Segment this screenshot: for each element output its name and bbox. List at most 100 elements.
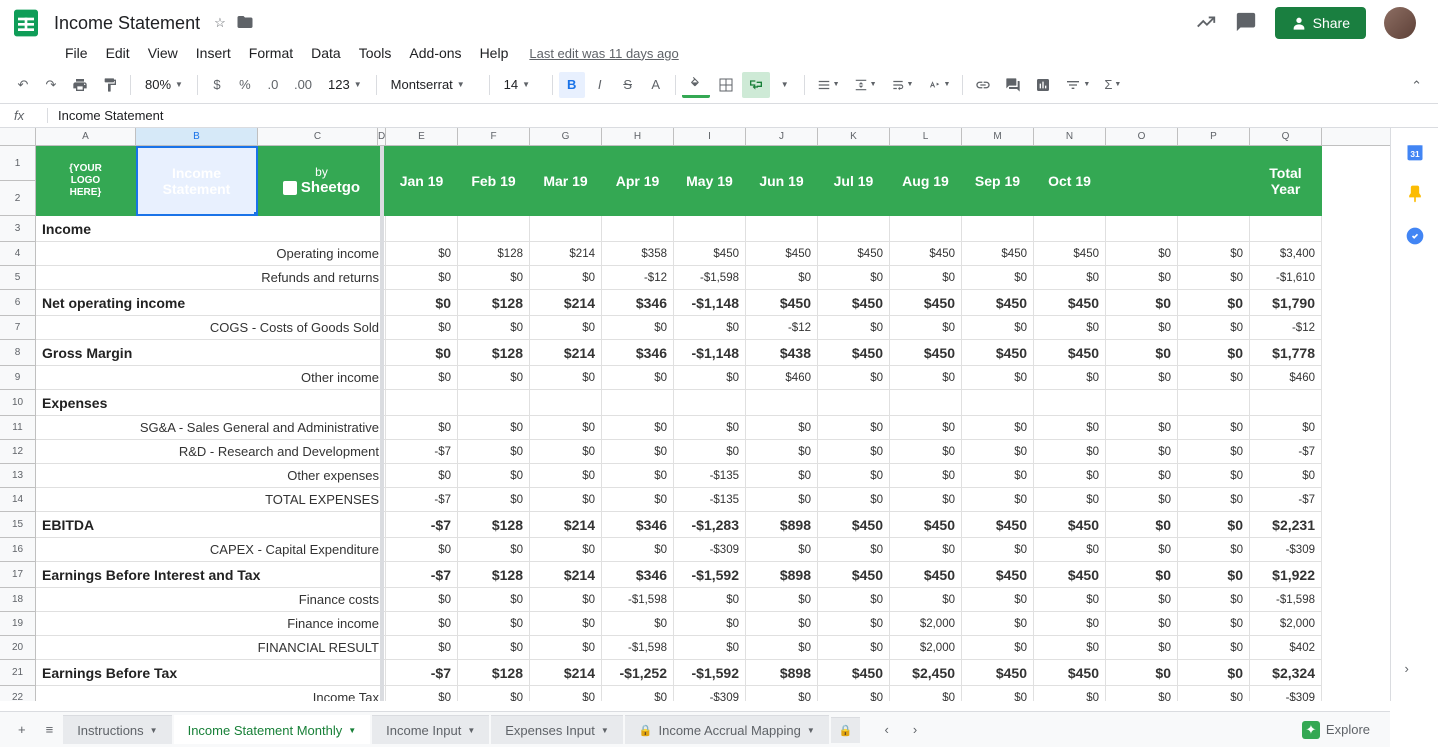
value-cell[interactable]: $0: [1106, 488, 1178, 512]
empty-cell[interactable]: [1106, 390, 1178, 416]
menu-edit[interactable]: Edit: [99, 41, 137, 65]
menu-data[interactable]: Data: [304, 41, 348, 65]
value-cell[interactable]: $0: [962, 538, 1034, 562]
value-cell[interactable]: $0: [962, 266, 1034, 290]
value-cell[interactable]: $0: [674, 636, 746, 660]
empty-cell[interactable]: [602, 216, 674, 242]
row-header[interactable]: 19: [0, 612, 36, 636]
value-cell[interactable]: $0: [1106, 290, 1178, 316]
value-cell[interactable]: -$1,283: [674, 512, 746, 538]
value-cell[interactable]: $214: [530, 340, 602, 366]
row-header[interactable]: 4: [0, 242, 36, 266]
col-header-M[interactable]: M: [962, 128, 1034, 145]
value-cell[interactable]: $0: [602, 488, 674, 512]
value-cell[interactable]: $0: [386, 464, 458, 488]
value-cell[interactable]: $0: [602, 538, 674, 562]
tab-scroll-left-icon[interactable]: ‹: [874, 716, 898, 743]
filter-icon[interactable]: ▼: [1059, 72, 1096, 98]
value-cell[interactable]: $0: [1178, 512, 1250, 538]
value-cell[interactable]: $0: [962, 416, 1034, 440]
value-cell[interactable]: $898: [746, 660, 818, 686]
insert-link-icon[interactable]: [969, 72, 997, 98]
value-cell[interactable]: $0: [458, 366, 530, 390]
value-cell[interactable]: $450: [962, 290, 1034, 316]
value-cell[interactable]: $0: [962, 612, 1034, 636]
row-header[interactable]: 21: [0, 660, 36, 686]
col-header-E[interactable]: E: [386, 128, 458, 145]
value-cell[interactable]: $0: [1034, 686, 1106, 701]
value-cell[interactable]: -$309: [674, 538, 746, 562]
month-header[interactable]: Apr 19: [602, 146, 674, 216]
empty-cell[interactable]: [818, 216, 890, 242]
empty-cell[interactable]: [1178, 390, 1250, 416]
value-cell[interactable]: $0: [962, 440, 1034, 464]
explore-button[interactable]: ✦ Explore: [1302, 721, 1382, 739]
show-side-panel-icon[interactable]: ›: [1405, 661, 1425, 681]
value-cell[interactable]: $0: [1250, 464, 1322, 488]
value-cell[interactable]: $0: [602, 416, 674, 440]
value-cell[interactable]: $0: [458, 612, 530, 636]
value-cell[interactable]: $0: [530, 636, 602, 660]
value-cell[interactable]: $450: [746, 242, 818, 266]
sheet-tab[interactable]: Instructions▼: [63, 715, 171, 744]
row-label[interactable]: TOTAL EXPENSES: [36, 488, 386, 512]
value-cell[interactable]: $0: [1106, 316, 1178, 340]
comments-icon[interactable]: [1235, 11, 1257, 36]
month-header[interactable]: Jul 19: [818, 146, 890, 216]
row-header[interactable]: 17: [0, 562, 36, 588]
value-cell[interactable]: $438: [746, 340, 818, 366]
row-label[interactable]: Earnings Before Tax: [36, 660, 386, 686]
value-cell[interactable]: $0: [746, 538, 818, 562]
value-cell[interactable]: $1,790: [1250, 290, 1322, 316]
value-cell[interactable]: $0: [962, 686, 1034, 701]
col-header-P[interactable]: P: [1178, 128, 1250, 145]
month-header[interactable]: Jun 19: [746, 146, 818, 216]
row-label[interactable]: Finance income: [36, 612, 386, 636]
row-header[interactable]: 1: [0, 146, 36, 181]
row-label[interactable]: R&D - Research and Development: [36, 440, 386, 464]
value-cell[interactable]: $0: [386, 538, 458, 562]
value-cell[interactable]: $0: [962, 636, 1034, 660]
value-cell[interactable]: $0: [818, 538, 890, 562]
value-cell[interactable]: -$1,598: [1250, 588, 1322, 612]
value-cell[interactable]: $214: [530, 242, 602, 266]
empty-cell[interactable]: [674, 216, 746, 242]
value-cell[interactable]: -$7: [386, 488, 458, 512]
value-cell[interactable]: $0: [746, 464, 818, 488]
value-cell[interactable]: -$1,252: [602, 660, 674, 686]
value-cell[interactable]: $450: [818, 290, 890, 316]
value-cell[interactable]: -$1,598: [602, 588, 674, 612]
value-cell[interactable]: $0: [1178, 538, 1250, 562]
value-cell[interactable]: $0: [458, 266, 530, 290]
row-label[interactable]: CAPEX - Capital Expenditure: [36, 538, 386, 562]
value-cell[interactable]: $346: [602, 340, 674, 366]
chevron-down-icon[interactable]: ▼: [150, 726, 158, 735]
row-label[interactable]: Gross Margin: [36, 340, 386, 366]
value-cell[interactable]: $0: [746, 686, 818, 701]
value-cell[interactable]: $0: [530, 588, 602, 612]
row-header[interactable]: 6: [0, 290, 36, 316]
row-header[interactable]: 15: [0, 512, 36, 538]
empty-cell[interactable]: [1034, 390, 1106, 416]
value-cell[interactable]: $450: [962, 242, 1034, 266]
value-cell[interactable]: -$7: [386, 562, 458, 588]
value-cell[interactable]: $0: [1106, 416, 1178, 440]
value-cell[interactable]: $0: [890, 686, 962, 701]
empty-cell[interactable]: [1250, 390, 1322, 416]
value-cell[interactable]: $0: [458, 538, 530, 562]
value-cell[interactable]: $2,231: [1250, 512, 1322, 538]
value-cell[interactable]: $0: [1106, 266, 1178, 290]
fill-color-button[interactable]: [682, 72, 710, 98]
row-label[interactable]: EBITDA: [36, 512, 386, 538]
menu-file[interactable]: File: [58, 41, 95, 65]
value-cell[interactable]: $0: [818, 488, 890, 512]
value-cell[interactable]: $450: [1034, 290, 1106, 316]
value-cell[interactable]: $0: [530, 612, 602, 636]
value-cell[interactable]: $0: [1034, 266, 1106, 290]
value-cell[interactable]: $450: [674, 242, 746, 266]
value-cell[interactable]: -$1,592: [674, 562, 746, 588]
empty-cell[interactable]: [890, 390, 962, 416]
value-cell[interactable]: -$1,592: [674, 660, 746, 686]
value-cell[interactable]: $128: [458, 340, 530, 366]
value-cell[interactable]: $0: [458, 440, 530, 464]
